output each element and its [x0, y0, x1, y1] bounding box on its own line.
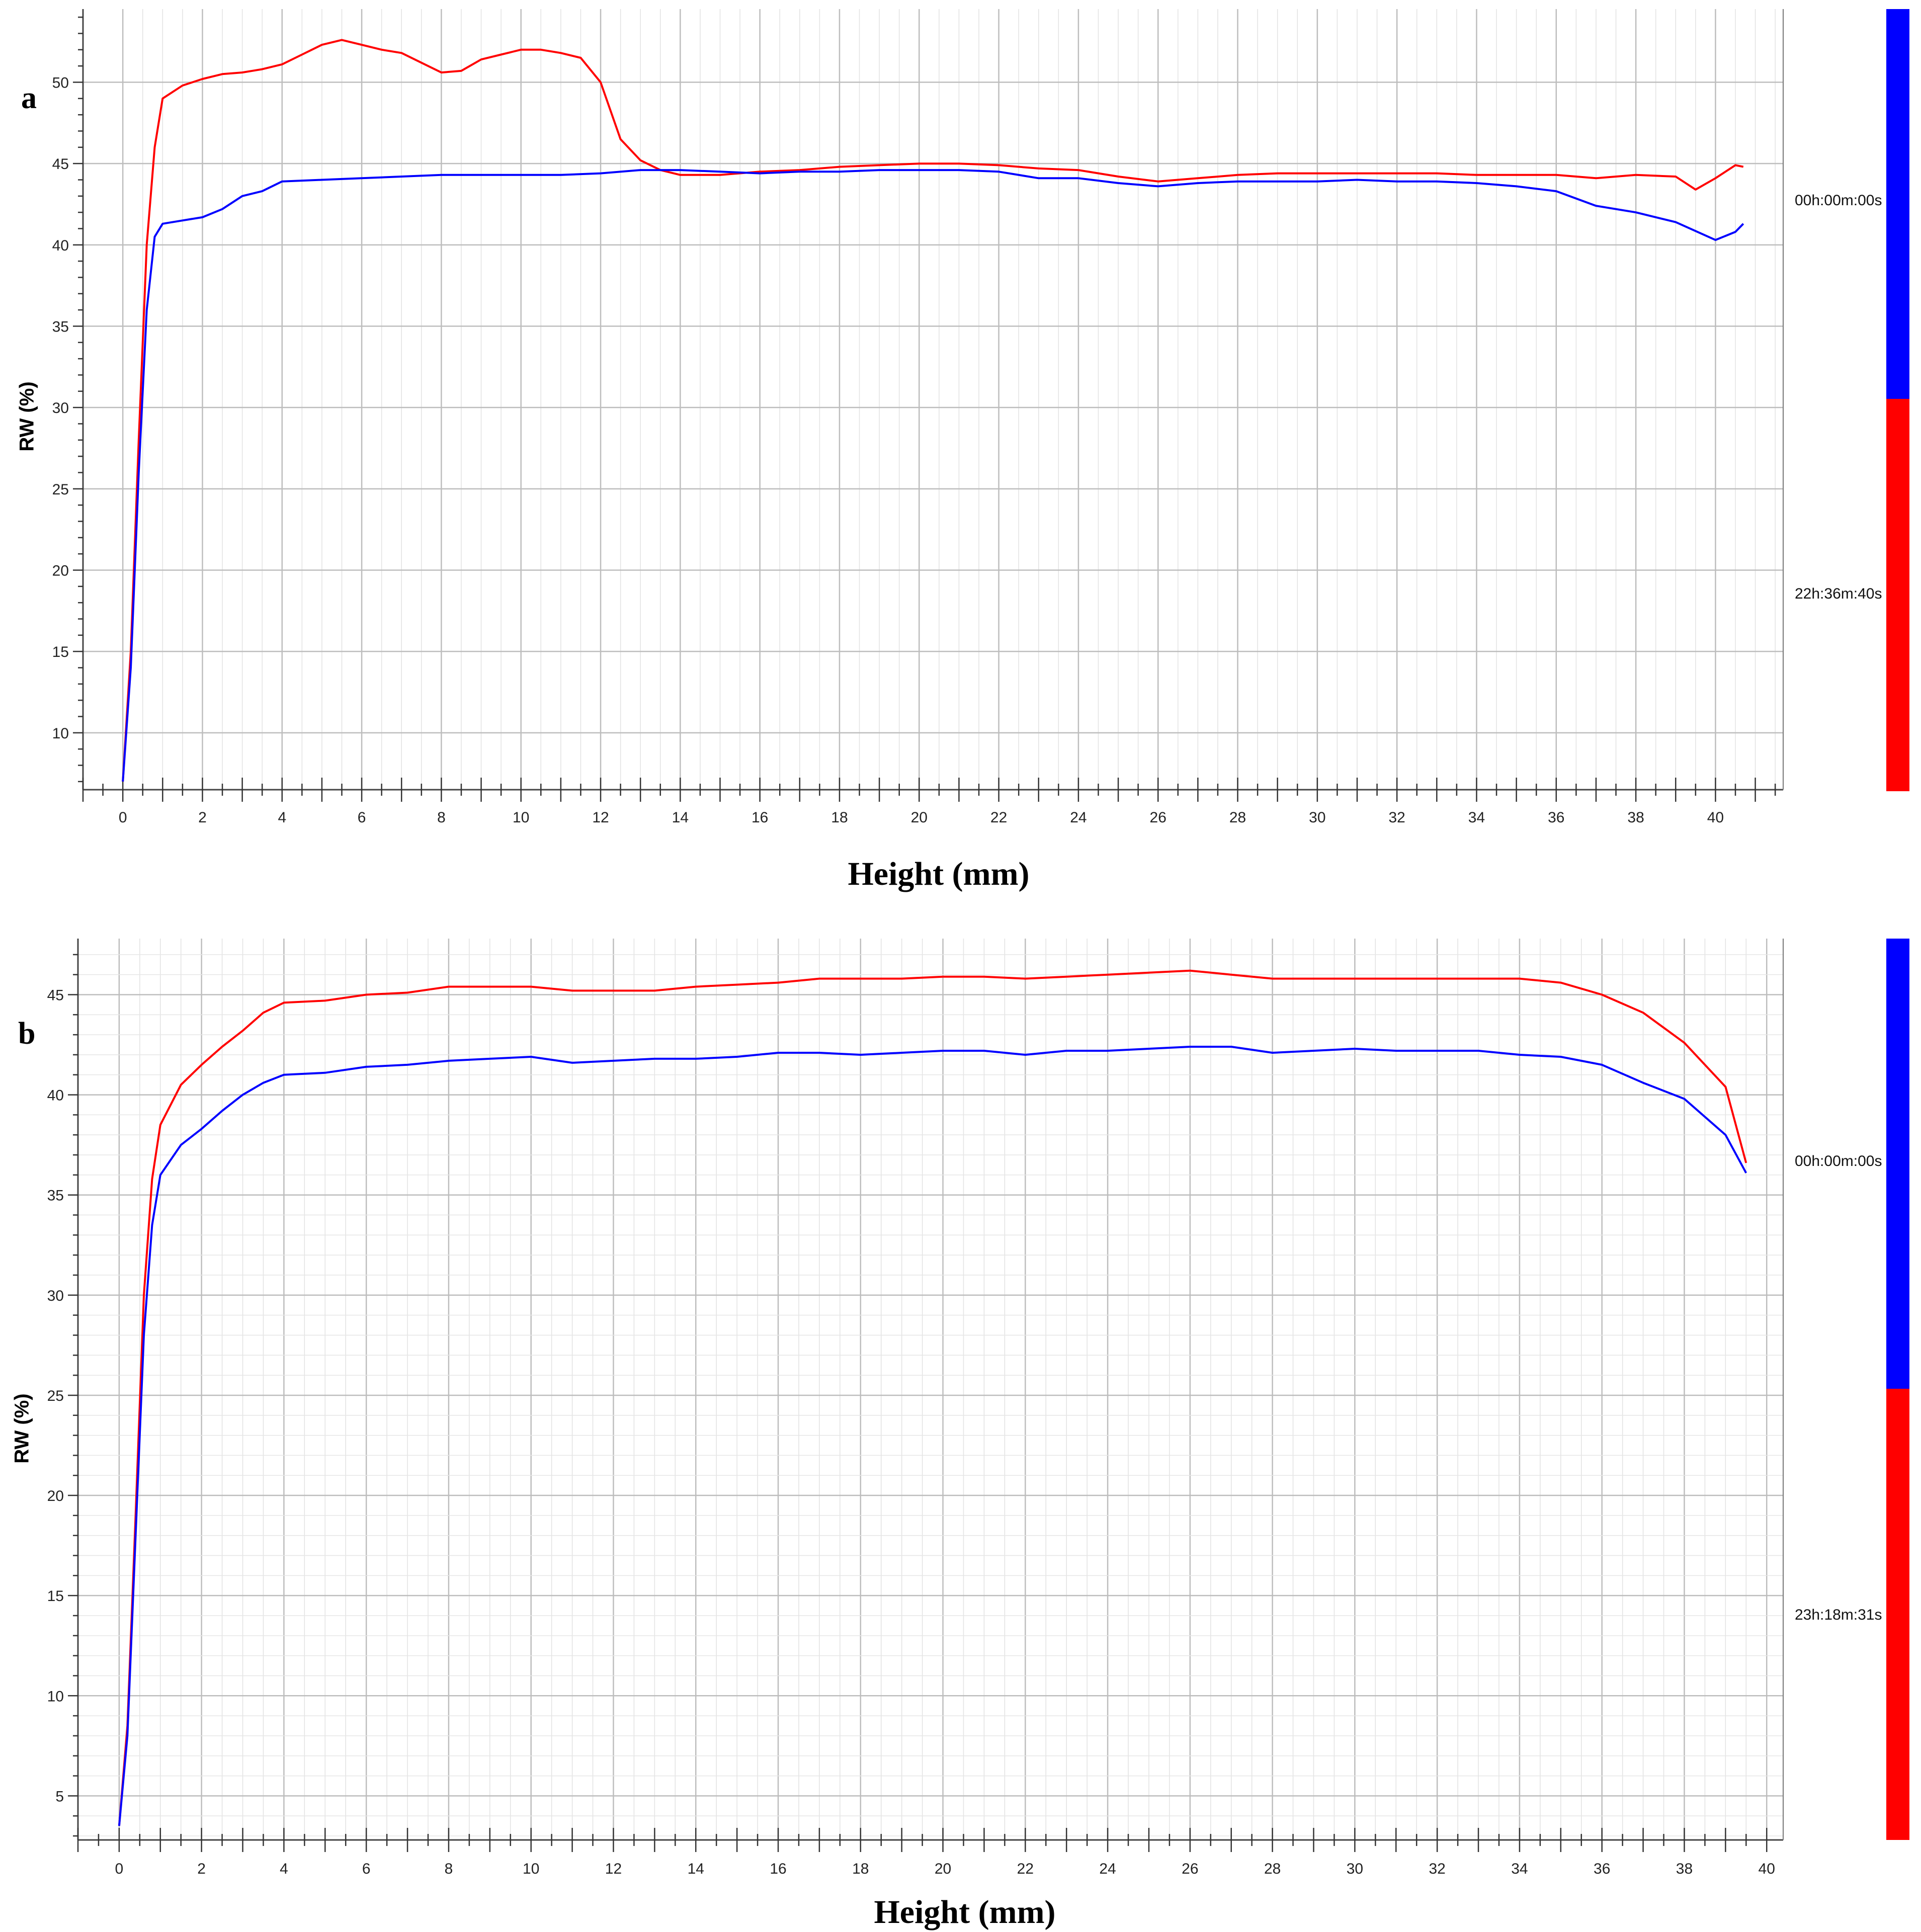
chart-a-x-tick-label: 28: [1229, 809, 1246, 826]
chart-panel-a: 0 2 4 6 8 10 12 14 16 18 20 22 24 26 28 30 32 34 36 38 40 10 1…: [0, 0, 1921, 956]
chart-b-x-tick-label: 6: [362, 1861, 371, 1877]
legend-a-label-1: 22h:36m:40s: [1795, 585, 1882, 602]
chart-panel-b: 0 2 4 6 8 10 12 14 16 18 20 22 24 26 28 30 32 34 36 38 40 5 10…: [0, 926, 1921, 1932]
chart-b-x-tick-label: 32: [1429, 1861, 1445, 1877]
chart-b-series-1-line: [118, 969, 1747, 1826]
chart-a-x-tick-label: 12: [592, 809, 609, 826]
legend-b-label-0: 00h:00m:00s: [1795, 1153, 1882, 1169]
chart-b-y-tick-label: 20: [47, 1488, 64, 1504]
chart-a-x-tick-label: 16: [751, 809, 768, 826]
chart-b-series-0-line: [118, 1046, 1747, 1826]
chart-a-y-tick-label: 35: [52, 319, 69, 335]
chart-b-y-tick-label: 30: [47, 1288, 64, 1304]
chart-b-x-tick-label: 38: [1676, 1861, 1693, 1877]
legend-b-red-bar: [1886, 1389, 1909, 1840]
chart-b-y-tick-label: 40: [47, 1087, 64, 1104]
chart-a-x-tick-label: 2: [198, 809, 207, 826]
chart-b-x-tick-label: 16: [770, 1861, 786, 1877]
chart-b-x-tick-label: 2: [197, 1861, 206, 1877]
chart-b-x-tick-label: 26: [1182, 1861, 1198, 1877]
chart-b-y-tick-label: 35: [47, 1188, 64, 1204]
chart-a-x-tick-label: 32: [1388, 809, 1405, 826]
chart-b-x-tick-label: 20: [935, 1861, 951, 1877]
chart-b-x-tick-label: 18: [852, 1861, 869, 1877]
chart-b-x-tick-label: 22: [1017, 1861, 1034, 1877]
chart-b-x-tick-label: 4: [280, 1861, 288, 1877]
chart-a-x-tick-label: 18: [831, 809, 848, 826]
chart-b-x-tick-label: 10: [523, 1861, 539, 1877]
chart-a-x-tick-label: 6: [358, 809, 366, 826]
chart-a-x-tick-label: 30: [1309, 809, 1325, 826]
chart-a-x-tick-label: 36: [1548, 809, 1564, 826]
chart-a-grid: [83, 9, 1783, 790]
legend-b-blue-bar: [1886, 939, 1909, 1389]
chart-b-x-tick-label: 14: [688, 1861, 704, 1877]
chart-a-y-tick-label: 50: [52, 75, 69, 92]
chart-a-y-tick-label: 20: [52, 563, 69, 579]
chart-a-y-tick-label: 45: [52, 156, 69, 173]
chart-a-series-0-line: [122, 169, 1744, 782]
chart-a-series-1-line: [122, 39, 1744, 782]
chart-b-x-tick-label: 24: [1099, 1861, 1116, 1877]
legend-b-label-1: 23h:18m:31s: [1795, 1607, 1882, 1623]
chart-b-x-tick-label: 28: [1264, 1861, 1281, 1877]
chart-a-y-tick-label: 40: [52, 237, 69, 254]
chart-a-x-tick-label: 10: [513, 809, 529, 826]
legend-a-blue-bar: [1886, 9, 1909, 399]
chart-a-y-tick-label: 30: [52, 400, 69, 416]
chart-a-x-axis-label: Height (mm): [848, 856, 1030, 892]
chart-a-x-tick-label: 0: [119, 809, 127, 826]
chart-b-y-tick-label: 25: [47, 1388, 64, 1404]
chart-a-y-tick-label: 15: [52, 644, 69, 660]
chart-b-x-tick-label: 36: [1594, 1861, 1610, 1877]
chart-b-x-tick-label: 40: [1759, 1861, 1775, 1877]
chart-b-y-axis-label: RW (%): [11, 1393, 33, 1464]
chart-b-y-tick-label: 15: [47, 1588, 64, 1605]
chart-b-x-tick-label: 34: [1511, 1861, 1528, 1877]
chart-a-x-tick-label: 8: [437, 809, 446, 826]
chart-b-y-tick-label: 45: [47, 987, 64, 1004]
chart-a-x-tick-label: 38: [1627, 809, 1644, 826]
chart-a-x-tick-label: 4: [278, 809, 286, 826]
chart-b-grid: [78, 939, 1783, 1840]
panel-label-a: a: [21, 81, 37, 115]
panel-label-b: b: [18, 1017, 36, 1051]
chart-b-plot: 0 2 4 6 8 10 12 14 16 18 20 22 24 26 28 30 32 34 36 38 40510…: [47, 939, 1784, 1877]
chart-b-y-tick-label: 10: [47, 1688, 64, 1705]
chart-a-x-tick-label: 20: [911, 809, 928, 826]
legend-a-red-bar: [1886, 399, 1909, 791]
chart-b-y-tick-label: 5: [55, 1788, 64, 1805]
chart-b-x-tick-label: 12: [605, 1861, 622, 1877]
legend-a-label-0: 00h:00m:00s: [1795, 192, 1882, 209]
chart-a-x-tick-label: 26: [1150, 809, 1166, 826]
chart-b-x-axis-label: Height (mm): [874, 1894, 1056, 1930]
chart-b-x-tick-label: 0: [115, 1861, 124, 1877]
chart-a-x-tick-label: 40: [1707, 809, 1724, 826]
chart-a-x-tick-label: 34: [1468, 809, 1485, 826]
chart-b-x-tick-label: 30: [1347, 1861, 1363, 1877]
chart-a-x-tick-label: 14: [672, 809, 689, 826]
chart-a-y-tick-label: 10: [52, 725, 69, 742]
chart-a-y-axis-label: RW (%): [16, 381, 38, 452]
chart-a-x-tick-label: 24: [1070, 809, 1087, 826]
chart-a-x-tick-label: 22: [990, 809, 1007, 826]
chart-a-y-tick-label: 25: [52, 481, 69, 498]
chart-b-x-tick-label: 8: [445, 1861, 453, 1877]
chart-a-plot: 0 2 4 6 8 10 12 14 16 18 20 22 24 26 28 30 32 34 36 38 40101…: [52, 9, 1784, 826]
